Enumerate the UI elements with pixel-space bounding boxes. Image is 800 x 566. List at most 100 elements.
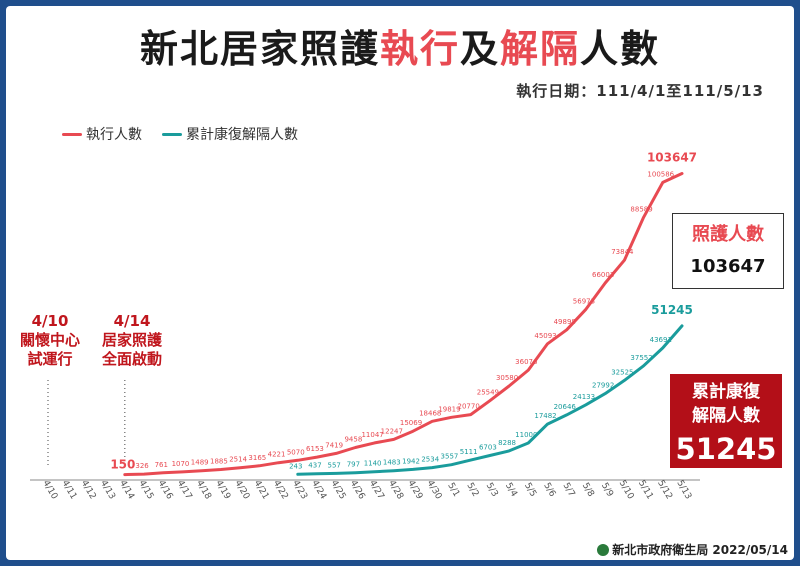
health-bureau-logo-icon [597, 543, 610, 556]
x-tick-label: 5/4 [503, 481, 519, 499]
page-title: 新北居家照護執行及解隔人數 [0, 18, 800, 73]
data-label: 25549 [477, 389, 499, 397]
title-part-5: 人數 [580, 27, 661, 71]
data-label: 8288 [498, 439, 516, 447]
x-tick-label: 5/6 [541, 481, 557, 499]
title-part-2: 執行 [379, 27, 460, 71]
x-tick-label: 4/19 [213, 479, 232, 502]
x-tick-label: 4/10 [40, 479, 59, 502]
data-label: 5111 [460, 448, 478, 456]
data-label: 1070 [172, 460, 190, 468]
title-part-3: 及 [459, 27, 500, 71]
data-label: 15069 [400, 419, 422, 427]
data-label: 9458 [344, 435, 362, 443]
data-label: 11000 [515, 431, 537, 439]
data-label: 66003 [592, 271, 614, 279]
data-label: 45093 [534, 332, 556, 340]
x-tick-label: 5/2 [464, 481, 480, 499]
x-tick-label: 5/8 [580, 481, 596, 499]
legend-swatch-executed [62, 132, 82, 136]
data-label: 24133 [573, 393, 595, 401]
data-label: 43691 [650, 336, 672, 344]
note2-date: 4/14 [113, 312, 151, 330]
x-tick-label: 5/7 [561, 481, 577, 499]
legend-label-recovered: 累計康復解隔人數 [186, 127, 298, 143]
note1-line2: 試運行 [27, 350, 73, 368]
title-part-1: 新北居家照護 [139, 27, 380, 71]
recovered-count-box: 累計康復 解隔人數 51245 [670, 374, 782, 468]
x-tick-label: 5/5 [522, 481, 538, 499]
note1-line1: 關懷中心 [19, 331, 80, 349]
x-tick-label: 4/24 [309, 479, 328, 502]
legend-item-recovered: 累計康復解隔人數 [162, 124, 298, 144]
date-range: 執行日期：111/4/1至111/5/13 [516, 82, 764, 100]
data-label: 761 [155, 461, 168, 469]
data-label: 51245 [651, 303, 693, 317]
data-label: 27992 [592, 382, 614, 390]
x-tick-label: 4/29 [405, 479, 424, 502]
data-label: 88589 [630, 205, 652, 213]
data-label: 17482 [534, 412, 556, 420]
data-label: 36076 [515, 358, 538, 366]
legend-label-executed: 執行人數 [86, 127, 142, 143]
data-label: 30580 [496, 374, 518, 382]
data-label: 49898 [554, 318, 576, 326]
x-tick-label: 4/14 [117, 479, 136, 502]
data-label: 37552 [630, 354, 652, 362]
series-line-recovered [296, 324, 684, 476]
series-line-executed [123, 172, 684, 477]
data-label: 20770 [458, 403, 480, 411]
recovered-label-line1: 累計康復 [692, 382, 760, 402]
data-label: 1483 [383, 459, 401, 467]
x-tick-label: 5/12 [655, 479, 674, 502]
x-tick-label: 5/1 [445, 481, 461, 499]
legend-item-executed: 執行人數 [62, 124, 142, 144]
data-label: 243 [289, 462, 302, 470]
data-label: 1489 [191, 459, 209, 467]
data-label: 557 [327, 461, 340, 469]
data-label: 3557 [441, 453, 459, 461]
x-tick-label: 4/18 [194, 479, 213, 502]
care-count-value: 103647 [690, 256, 766, 277]
data-label: 1885 [210, 458, 228, 466]
data-label: 32525 [611, 368, 633, 376]
x-tick-label: 4/11 [60, 479, 79, 502]
recovered-label-line2: 解隔人數 [692, 406, 760, 426]
x-tick-label: 5/13 [674, 479, 693, 502]
data-label: 100586 [647, 170, 674, 178]
care-count-box: 照護人數 103647 [672, 213, 784, 289]
data-label: 103647 [647, 150, 697, 164]
data-label: 56973 [573, 297, 595, 305]
x-tick-label: 5/9 [599, 481, 615, 499]
note2-line2: 全面啟動 [101, 350, 162, 368]
x-tick-label: 4/30 [425, 479, 444, 502]
data-label: 6153 [306, 445, 324, 453]
data-label: 437 [308, 462, 321, 470]
care-count-label: 照護人數 [692, 224, 764, 245]
data-label: 2514 [229, 456, 247, 464]
note2-line1: 居家照護 [101, 331, 162, 349]
data-label: 73844 [611, 248, 634, 256]
x-tick-label: 4/13 [98, 479, 117, 502]
data-label: 2534 [421, 456, 439, 464]
data-label: 3165 [248, 454, 266, 462]
x-tick-label: 4/16 [156, 479, 175, 502]
data-label: 5070 [287, 448, 305, 456]
legend-swatch-recovered [162, 132, 182, 136]
data-label: 797 [347, 461, 360, 469]
source-text: 新北市政府衛生局 2022/05/14 [612, 543, 788, 557]
note1-date: 4/10 [31, 312, 69, 330]
data-label: 19819 [438, 405, 460, 413]
data-label: 12247 [381, 427, 403, 435]
data-label: 1140 [364, 460, 382, 468]
x-tick-label: 4/26 [348, 479, 367, 502]
recovered-count-label: 累計康復 解隔人數 [670, 380, 782, 428]
title-part-4: 解隔 [500, 27, 581, 71]
x-tick-label: 5/3 [484, 481, 500, 499]
data-label: 6703 [479, 444, 497, 452]
x-tick-label: 4/21 [252, 479, 271, 502]
data-label: 150 [110, 458, 135, 472]
source-credit: 新北市政府衛生局 2022/05/14 [597, 541, 788, 558]
chart-card [6, 6, 794, 560]
